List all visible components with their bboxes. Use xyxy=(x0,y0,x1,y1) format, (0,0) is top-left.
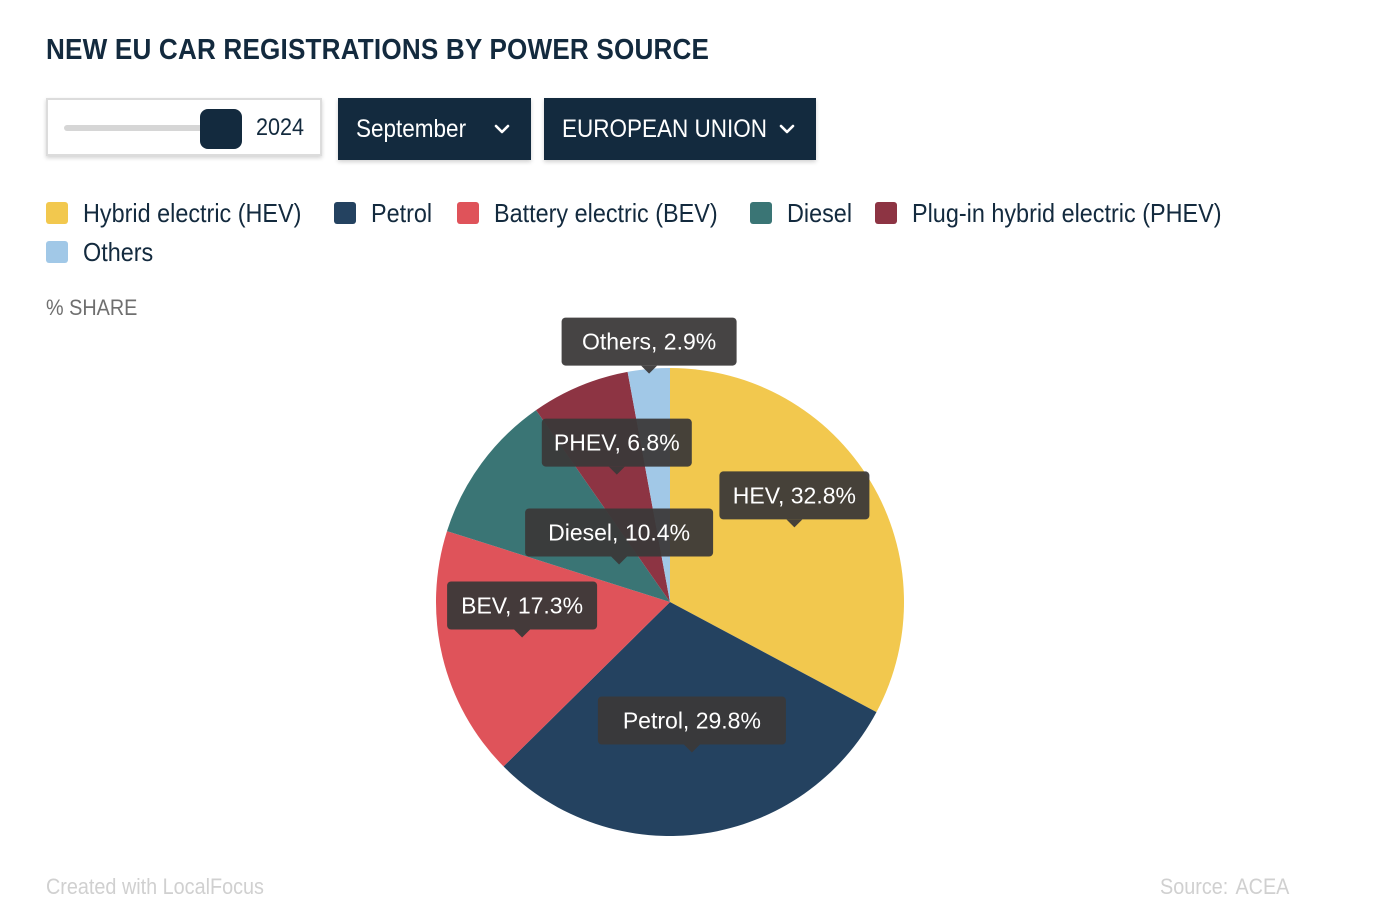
created-with-link[interactable]: Created with LocalFocus xyxy=(46,874,264,899)
data-label-text: BEV, 17.3% xyxy=(461,593,583,619)
legend-swatch xyxy=(334,202,356,224)
legend-label: Petrol xyxy=(371,197,433,228)
chevron-down-icon xyxy=(494,124,510,134)
data-label-text: Others, 2.9% xyxy=(582,329,716,355)
month-dropdown[interactable]: September xyxy=(338,98,531,160)
data-label-text: PHEV, 6.8% xyxy=(554,430,680,456)
slider-track[interactable] xyxy=(64,125,204,131)
legend-item-others[interactable]: Others xyxy=(46,235,161,269)
legend-label: Hybrid electric (HEV) xyxy=(83,197,302,228)
data-label-text: Petrol, 29.8% xyxy=(623,708,761,734)
data-label-pointer xyxy=(514,629,531,638)
data-label-bev: BEV, 17.3% xyxy=(447,581,598,638)
legend-item-hev[interactable]: Hybrid electric (HEV) xyxy=(46,196,326,230)
data-label-pointer xyxy=(683,744,700,753)
chart-title: NEW EU CAR REGISTRATIONS BY POWER SOURCE xyxy=(46,34,710,66)
data-label-text: HEV, 32.8% xyxy=(733,482,856,508)
data-label-box xyxy=(719,471,870,520)
data-label-petrol: Petrol, 29.8% xyxy=(597,696,786,753)
legend-item-bev[interactable]: Battery electric (BEV) xyxy=(457,196,743,230)
legend-swatch xyxy=(875,202,897,224)
data-label-pointer xyxy=(611,556,628,565)
data-label-pointer xyxy=(641,365,658,374)
data-label-pointer xyxy=(786,519,803,528)
legend-label: Others xyxy=(83,236,154,267)
data-label-box xyxy=(447,581,598,630)
legend-item-phev[interactable]: Plug-in hybrid electric (PHEV) xyxy=(875,196,1256,230)
source-value: ACEA xyxy=(1235,874,1290,899)
data-label-box xyxy=(597,696,786,745)
year-slider[interactable]: 2024 xyxy=(46,98,322,156)
legend-swatch xyxy=(46,241,68,263)
data-label-box xyxy=(541,418,692,467)
legend-label: Diesel xyxy=(787,197,853,228)
data-label-box xyxy=(525,508,714,557)
slider-handle[interactable] xyxy=(200,109,242,149)
legend-swatch xyxy=(457,202,479,224)
data-label-pointer xyxy=(608,466,625,475)
legend-swatch xyxy=(750,202,772,224)
source-credit: Source: ACEA xyxy=(1160,874,1297,900)
data-label-others: Others, 2.9% xyxy=(561,317,737,374)
legend-swatch xyxy=(46,202,68,224)
pie-data-labels: HEV, 32.8% Petrol, 29.8% BEV, 17.3% Diesel,… xyxy=(447,317,870,753)
data-label-diesel: Diesel, 10.4% xyxy=(525,508,714,565)
legend-item-petrol[interactable]: Petrol xyxy=(334,196,439,230)
data-label-phev: PHEV, 6.8% xyxy=(541,418,692,475)
chevron-down-icon xyxy=(779,124,795,134)
region-dropdown-label: EUROPEAN UNION xyxy=(562,114,768,143)
slider-year-value: 2024 xyxy=(256,114,305,141)
legend-item-diesel[interactable]: Diesel xyxy=(750,196,859,230)
region-dropdown[interactable]: EUROPEAN UNION xyxy=(544,98,816,160)
data-label-box xyxy=(561,317,737,366)
unit-label: % SHARE xyxy=(46,295,138,320)
data-label-hev: HEV, 32.8% xyxy=(719,471,870,528)
month-dropdown-label: September xyxy=(356,114,467,143)
data-label-text: Diesel, 10.4% xyxy=(548,520,690,546)
pie-slice-hev[interactable] xyxy=(670,368,905,713)
source-label: Source: xyxy=(1160,874,1229,899)
legend-label: Battery electric (BEV) xyxy=(494,197,718,228)
legend-label: Plug-in hybrid electric (PHEV) xyxy=(912,197,1222,228)
